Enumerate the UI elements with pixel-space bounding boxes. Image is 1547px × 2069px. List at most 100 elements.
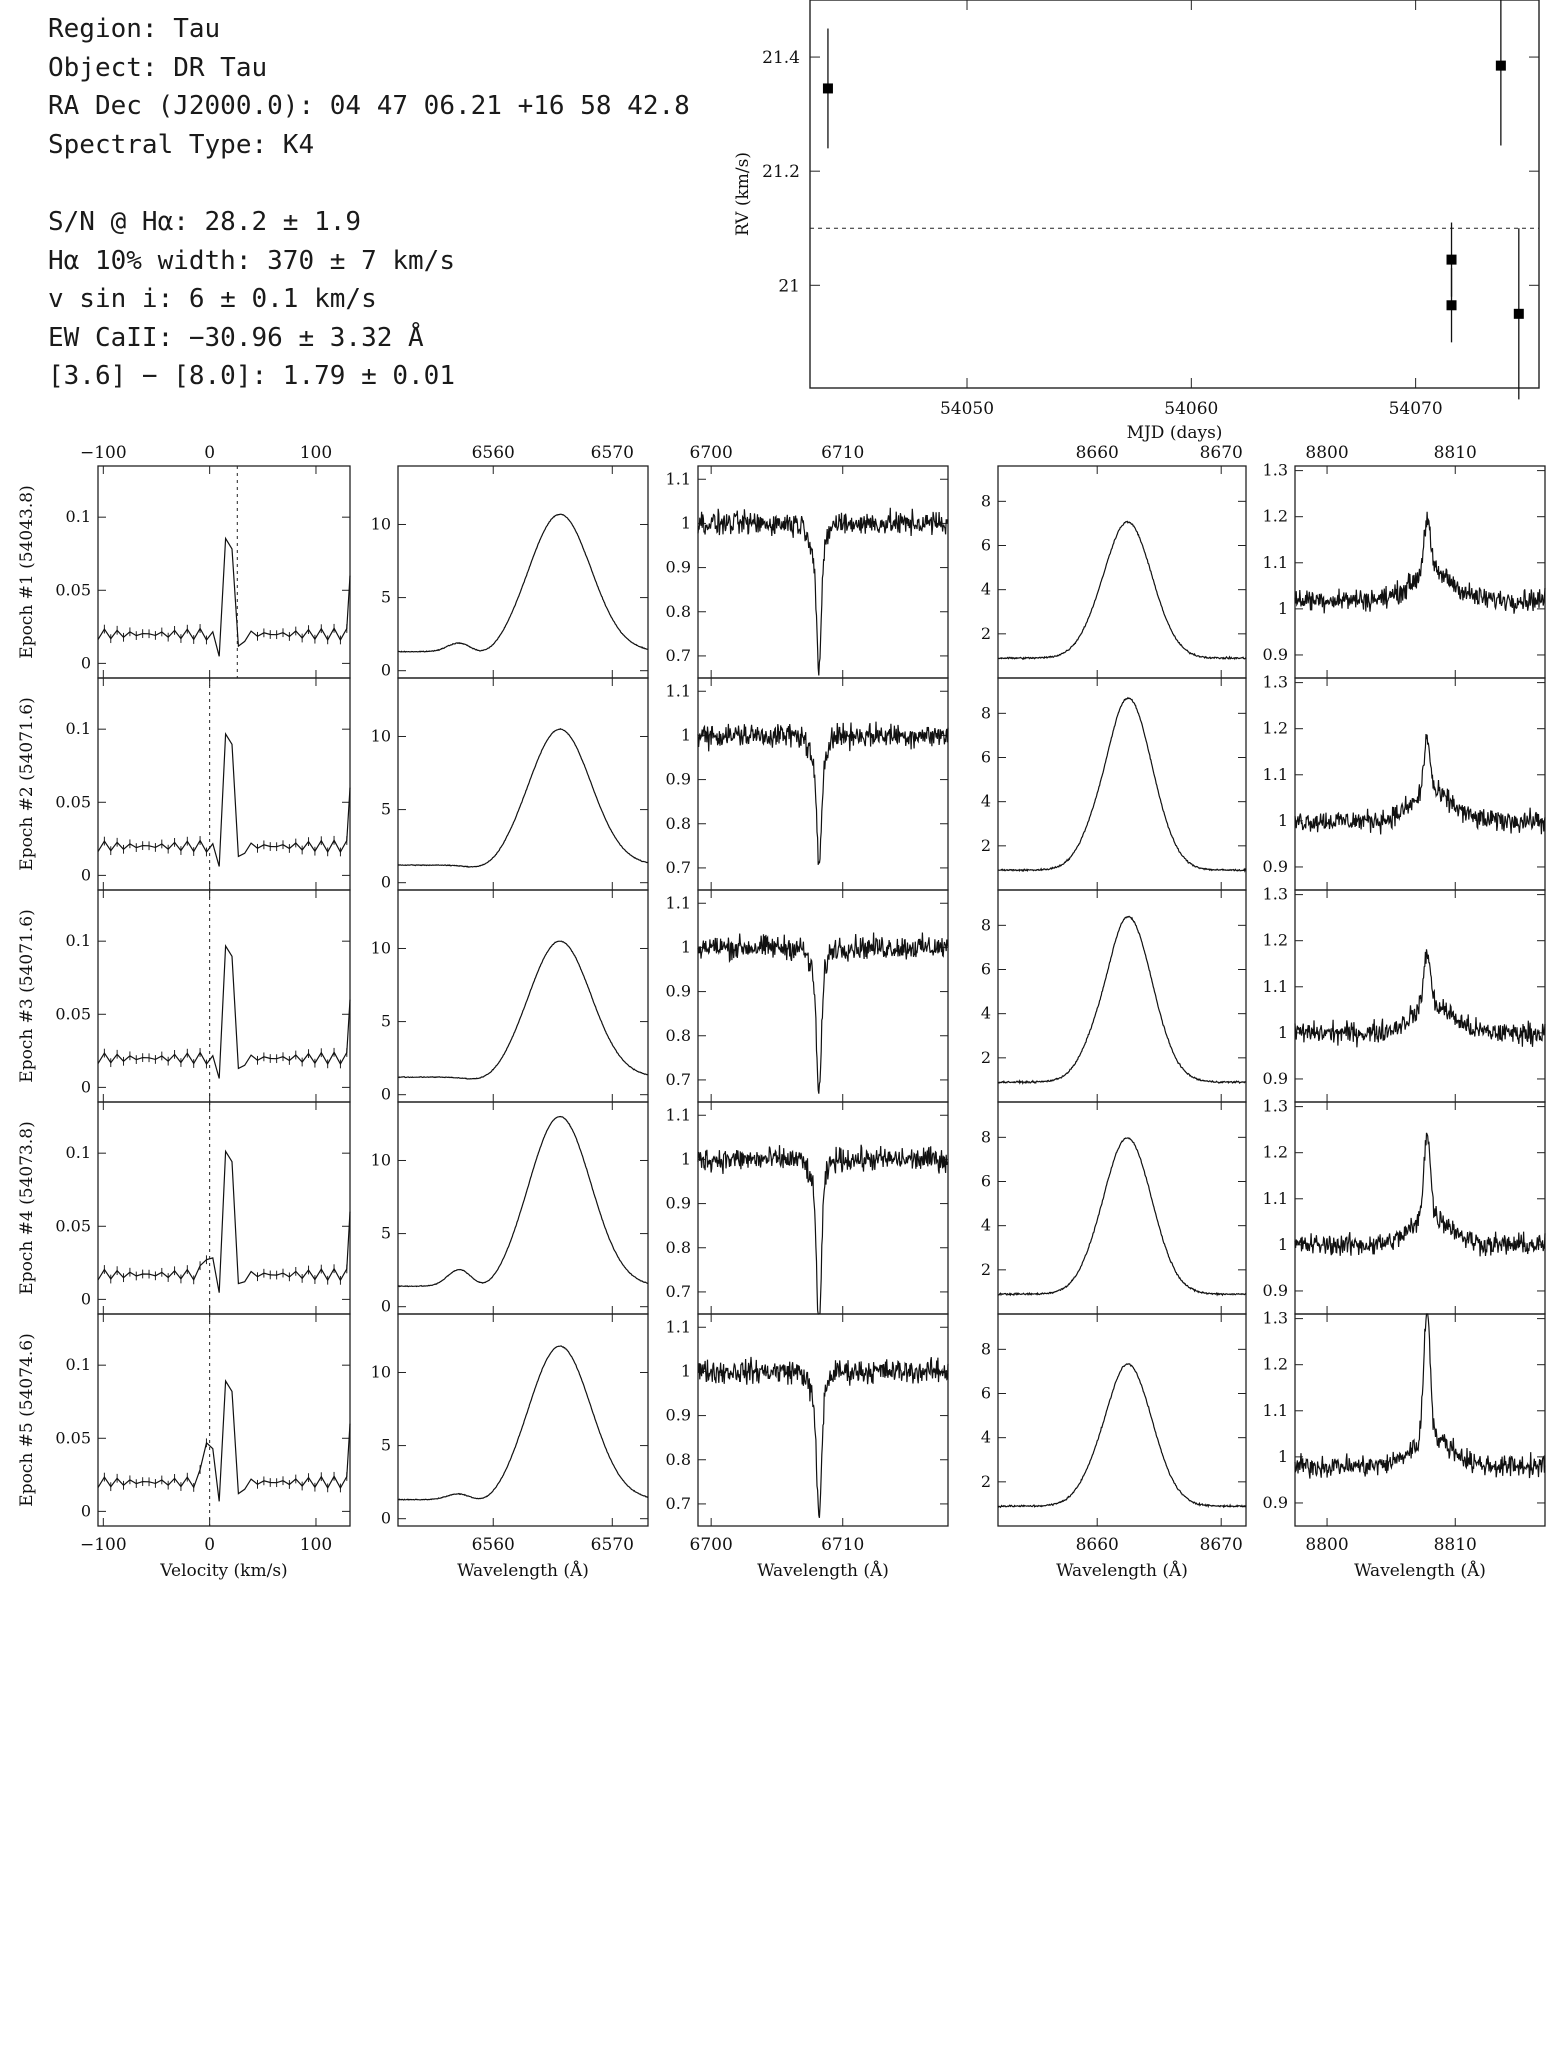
ytick-label: 8 <box>981 1127 991 1146</box>
rv-xtick-label: 54060 <box>1164 399 1218 419</box>
ytick-label: 0.1 <box>66 1143 91 1162</box>
panel-li-epoch-5: 0.7 0.8 0.9 1 1.1 <box>666 1313 949 1527</box>
ytick-label: 0.7 <box>666 1070 691 1089</box>
ytick-label: 0.7 <box>666 1282 691 1301</box>
panel-vel-epoch-2: 0 0.05 0.1 Epoch #2 (54071.6) <box>17 677 351 891</box>
panel-ca-epoch-3: 2 4 6 8 <box>981 889 1247 1103</box>
ytick-label: 0 <box>381 1297 391 1316</box>
rv-ylabel: RV (km/s) <box>733 152 753 236</box>
irac-color-text: [3.6] − [8.0]: 1.79 ± 0.01 <box>48 361 455 391</box>
ytick-label: 0.8 <box>666 602 691 621</box>
ytick-label: 0.1 <box>66 507 91 526</box>
panel-frame <box>97 1101 351 1315</box>
panel-frame <box>397 1101 649 1315</box>
ytick-label: 0.05 <box>55 580 91 599</box>
spectrum-line <box>97 1379 351 1502</box>
ytick-label: 1.1 <box>666 469 691 488</box>
object-text: Object: DR Tau <box>48 52 268 83</box>
bottom-xtick-label: 6570 <box>591 1535 634 1555</box>
spectrum-line <box>397 1115 649 1288</box>
ytick-label: 8 <box>981 491 991 510</box>
spectrum-line <box>997 915 1246 1085</box>
ytick-label: 6 <box>981 1172 991 1191</box>
ytick-label: 0.9 <box>666 1194 691 1213</box>
ytick-label: 1.2 <box>1263 719 1288 738</box>
ytick-label: 0.9 <box>1263 645 1288 664</box>
spectrum-line <box>697 1144 949 1315</box>
ha-width-text: Hα 10% width: 370 ± 7 km/s <box>48 245 455 276</box>
ytick-label: 1.2 <box>1263 1355 1288 1374</box>
column-xlabel: Wavelength (Å) <box>1056 1560 1188 1581</box>
spectrum-line <box>397 513 649 653</box>
epoch-label: Epoch #2 (54071.6) <box>17 697 37 870</box>
spectrum-line <box>97 1149 351 1293</box>
spectrum-line <box>997 1363 1247 1509</box>
ytick-label: 4 <box>981 1428 991 1447</box>
panel-vel-epoch-4: 0 0.05 0.1 Epoch #4 (54073.8) <box>17 1101 351 1315</box>
top-xtick-label: 8800 <box>1305 443 1348 463</box>
spectrum-line <box>697 932 949 1094</box>
top-xtick-label: 6560 <box>472 443 515 463</box>
panel-frame <box>997 677 1247 891</box>
panel-frame <box>997 1313 1247 1527</box>
ytick-label: 6 <box>981 748 991 767</box>
ytick-label: 0.9 <box>1263 1069 1288 1088</box>
panel-vel-epoch-3: 0 0.05 0.1 Epoch #3 (54071.6) <box>17 889 351 1103</box>
top-xtick-label: 6570 <box>591 443 634 463</box>
panel-ca2-epoch-1: 0.9 1 1.1 1.2 1.3 <box>1263 461 1546 679</box>
panel-ca-epoch-5: 2 4 6 8 <box>981 1313 1247 1527</box>
ytick-label: 0.05 <box>55 1216 91 1235</box>
spectrum-line <box>1294 949 1546 1048</box>
panel-ca2-epoch-5: 0.9 1 1.1 1.2 1.3 <box>1263 1309 1546 1527</box>
ytick-label: 0.1 <box>66 931 91 950</box>
rv-point <box>822 83 833 94</box>
rv-xtick-label: 54050 <box>940 399 994 419</box>
ytick-label: 0.9 <box>666 770 691 789</box>
ytick-label: 1.3 <box>1263 1309 1288 1328</box>
rv-ytick-label: 21 <box>778 276 800 296</box>
ytick-label: 1.1 <box>1263 553 1288 572</box>
ytick-label: 1.2 <box>1263 1143 1288 1162</box>
ytick-label: 1.1 <box>1263 1401 1288 1420</box>
ytick-label: 4 <box>981 1004 991 1023</box>
ytick-label: 1.3 <box>1263 885 1288 904</box>
ytick-label: 10 <box>371 1150 391 1169</box>
ytick-label: 5 <box>381 1436 391 1455</box>
panel-frame <box>697 1313 949 1527</box>
ytick-label: 6 <box>981 536 991 555</box>
ytick-label: 4 <box>981 1216 991 1235</box>
ytick-label: 0.05 <box>55 1004 91 1023</box>
epoch-label: Epoch #4 (54073.8) <box>17 1121 37 1294</box>
ytick-label: 0.8 <box>666 1450 691 1469</box>
panel-ca-epoch-2: 2 4 6 8 <box>981 677 1247 891</box>
ytick-label: 2 <box>981 836 991 855</box>
snr-text: S/N @ Hα: 28.2 ± 1.9 <box>48 207 362 237</box>
bottom-xtick-label: 6560 <box>472 1535 515 1555</box>
ytick-label: 0.1 <box>66 719 91 738</box>
ytick-label: 1 <box>1278 1235 1288 1254</box>
rv-point <box>1513 308 1524 319</box>
ytick-label: 0 <box>381 1509 391 1528</box>
spectrum-line <box>1294 733 1546 835</box>
ytick-label: 0 <box>381 873 391 892</box>
panel-frame <box>97 1313 351 1527</box>
spectrum-line <box>398 1345 649 1501</box>
vsini-text: v sin i: 6 ± 0.1 km/s <box>48 284 377 314</box>
panel-frame <box>1294 1313 1546 1527</box>
ytick-label: 8 <box>981 703 991 722</box>
ytick-label: 5 <box>381 1012 391 1031</box>
ytick-label: 0 <box>381 661 391 680</box>
ytick-label: 5 <box>381 588 391 607</box>
spectrum-line <box>1294 1313 1546 1479</box>
ytick-label: 0.9 <box>1263 1281 1288 1300</box>
panel-ha-epoch-5: 0 5 10 <box>371 1313 649 1528</box>
ytick-label: 0.1 <box>66 1355 91 1374</box>
column-xlabel: Velocity (km/s) <box>159 1561 287 1581</box>
panel-li-epoch-1: 0.7 0.8 0.9 1 1.1 <box>666 465 949 679</box>
ytick-label: 10 <box>371 726 391 745</box>
spectrum-line <box>97 732 351 867</box>
ytick-label: 2 <box>981 1260 991 1279</box>
spectrum-line <box>1294 511 1546 614</box>
panel-ca2-epoch-2: 0.9 1 1.1 1.2 1.3 <box>1263 673 1546 891</box>
